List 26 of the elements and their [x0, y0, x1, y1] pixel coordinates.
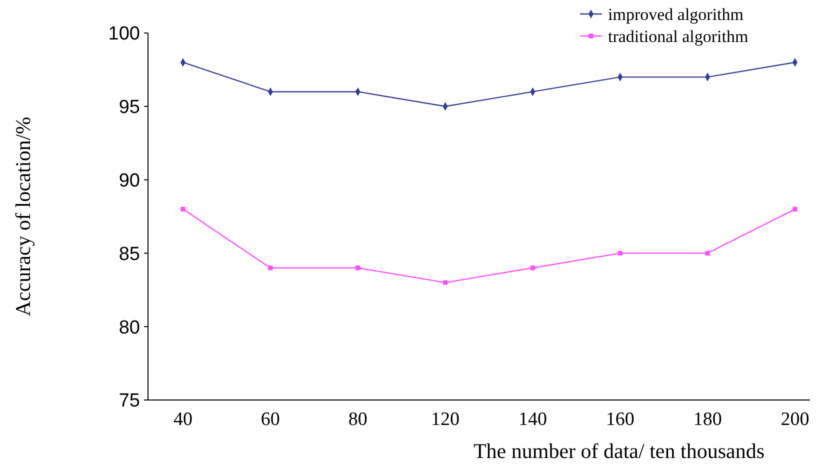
point — [618, 250, 622, 256]
x-axis-title: The number of data/ ten thousands — [473, 439, 765, 463]
point — [180, 206, 186, 212]
x-tick-label: 140 — [518, 409, 547, 430]
x-tick-label: 120 — [431, 409, 460, 430]
y-tick-label: 100 — [108, 24, 140, 45]
x-tick-label: 40 — [174, 409, 192, 430]
y-tick-label: 90 — [118, 170, 140, 192]
point — [792, 206, 798, 212]
point — [268, 266, 273, 270]
x-tick-label: 200 — [780, 409, 810, 430]
legend-label: traditional algorithm — [608, 26, 748, 46]
point — [442, 280, 448, 285]
point — [530, 266, 536, 270]
x-tick-label: 80 — [348, 409, 368, 430]
y-axis-title: Accuracy of location/% — [11, 116, 35, 316]
y-tick-label: 95 — [118, 97, 140, 118]
y-tick-label: 75 — [118, 390, 140, 412]
x-tick-label: 60 — [260, 409, 280, 430]
y-tick-label: 80 — [118, 317, 140, 338]
y-tick-label: 85 — [118, 244, 140, 265]
x-tick-label: 160 — [606, 409, 634, 430]
point — [705, 250, 710, 256]
x-tick-label: 180 — [693, 409, 722, 430]
point — [356, 266, 360, 270]
legend-label: improved algorithm — [608, 4, 744, 24]
